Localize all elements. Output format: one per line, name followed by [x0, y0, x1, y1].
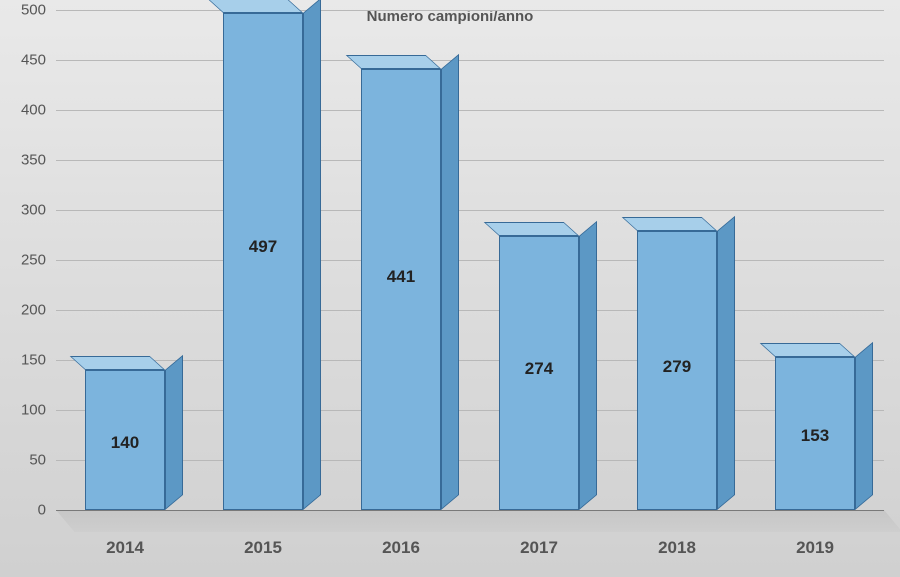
bar-value-label: 497 — [223, 237, 303, 257]
bar: 279 — [637, 231, 717, 510]
y-tick-label: 350 — [21, 152, 56, 169]
y-tick-label: 300 — [21, 202, 56, 219]
x-tick-label: 2015 — [244, 510, 282, 558]
y-tick-label: 0 — [38, 502, 56, 519]
chart-floor — [56, 510, 900, 532]
bar-value-label: 279 — [637, 357, 717, 377]
x-tick-label: 2019 — [796, 510, 834, 558]
y-tick-label: 250 — [21, 252, 56, 269]
bar: 441 — [361, 69, 441, 510]
gridline — [56, 210, 884, 211]
gridline — [56, 160, 884, 161]
y-tick-label: 400 — [21, 102, 56, 119]
chart-plot-area: 0501001502002503003504004505001402014497… — [56, 10, 884, 510]
bar-value-label: 441 — [361, 267, 441, 287]
y-tick-label: 500 — [21, 2, 56, 19]
gridline — [56, 110, 884, 111]
gridline — [56, 60, 884, 61]
bar-value-label: 140 — [85, 433, 165, 453]
y-tick-label: 50 — [29, 452, 56, 469]
bar: 140 — [85, 370, 165, 510]
gridline — [56, 310, 884, 311]
gridline — [56, 260, 884, 261]
x-tick-label: 2014 — [106, 510, 144, 558]
bar: 274 — [499, 236, 579, 510]
bar-value-label: 153 — [775, 426, 855, 446]
y-tick-label: 100 — [21, 402, 56, 419]
bar: 497 — [223, 13, 303, 510]
bar: 153 — [775, 357, 855, 510]
x-tick-label: 2017 — [520, 510, 558, 558]
x-tick-label: 2016 — [382, 510, 420, 558]
gridline — [56, 10, 884, 11]
y-tick-label: 200 — [21, 302, 56, 319]
y-tick-label: 150 — [21, 352, 56, 369]
bar-value-label: 274 — [499, 359, 579, 379]
x-tick-label: 2018 — [658, 510, 696, 558]
y-tick-label: 450 — [21, 52, 56, 69]
